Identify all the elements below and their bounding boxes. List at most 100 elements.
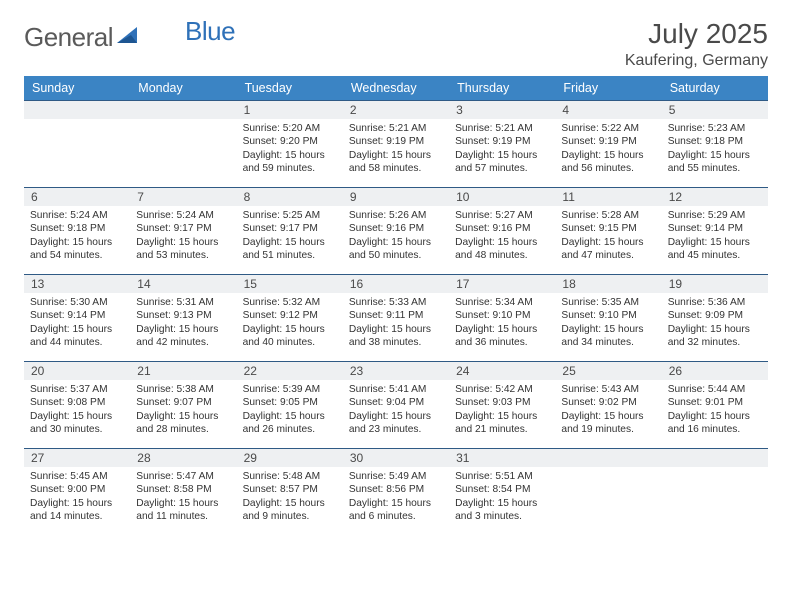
weekday-header: Thursday: [449, 76, 555, 101]
day-number: 25: [555, 362, 661, 380]
calendar-day-cell: 24Sunrise: 5:42 AMSunset: 9:03 PMDayligh…: [449, 362, 555, 449]
calendar-day-cell: 7Sunrise: 5:24 AMSunset: 9:17 PMDaylight…: [130, 188, 236, 275]
sunrise-text: Sunrise: 5:32 AM: [243, 296, 337, 309]
sunset-text: Sunset: 9:17 PM: [136, 222, 230, 235]
daylight-text: Daylight: 15 hours and 55 minutes.: [668, 149, 762, 176]
sunset-text: Sunset: 9:08 PM: [30, 396, 124, 409]
sunset-text: Sunset: 9:20 PM: [243, 135, 337, 148]
day-number: 12: [662, 188, 768, 206]
sunrise-text: Sunrise: 5:26 AM: [349, 209, 443, 222]
day-detail: Sunrise: 5:45 AMSunset: 9:00 PMDaylight:…: [24, 467, 130, 528]
sunset-text: Sunset: 9:18 PM: [668, 135, 762, 148]
daylight-text: Daylight: 15 hours and 50 minutes.: [349, 236, 443, 263]
calendar-header-row: SundayMondayTuesdayWednesdayThursdayFrid…: [24, 76, 768, 101]
sunrise-text: Sunrise: 5:27 AM: [455, 209, 549, 222]
day-detail: Sunrise: 5:21 AMSunset: 9:19 PMDaylight:…: [449, 119, 555, 180]
sunrise-text: Sunrise: 5:21 AM: [455, 122, 549, 135]
day-number-empty: [555, 449, 661, 467]
sunset-text: Sunset: 9:14 PM: [668, 222, 762, 235]
day-detail: Sunrise: 5:39 AMSunset: 9:05 PMDaylight:…: [237, 380, 343, 441]
day-detail: Sunrise: 5:35 AMSunset: 9:10 PMDaylight:…: [555, 293, 661, 354]
sunset-text: Sunset: 9:18 PM: [30, 222, 124, 235]
day-number: 16: [343, 275, 449, 293]
day-detail: Sunrise: 5:34 AMSunset: 9:10 PMDaylight:…: [449, 293, 555, 354]
sunrise-text: Sunrise: 5:22 AM: [561, 122, 655, 135]
sunset-text: Sunset: 9:07 PM: [136, 396, 230, 409]
sunset-text: Sunset: 9:17 PM: [243, 222, 337, 235]
sunrise-text: Sunrise: 5:31 AM: [136, 296, 230, 309]
sunrise-text: Sunrise: 5:30 AM: [30, 296, 124, 309]
sunrise-text: Sunrise: 5:37 AM: [30, 383, 124, 396]
day-number: 8: [237, 188, 343, 206]
daylight-text: Daylight: 15 hours and 6 minutes.: [349, 497, 443, 524]
calendar-day-cell: 28Sunrise: 5:47 AMSunset: 8:58 PMDayligh…: [130, 449, 236, 536]
day-number: 21: [130, 362, 236, 380]
weekday-header: Wednesday: [343, 76, 449, 101]
day-detail: Sunrise: 5:24 AMSunset: 9:17 PMDaylight:…: [130, 206, 236, 267]
calendar-day-cell: 31Sunrise: 5:51 AMSunset: 8:54 PMDayligh…: [449, 449, 555, 536]
calendar-week-row: 6 Sunrise: 5:24 AMSunset: 9:18 PM Daylight…: [24, 188, 768, 275]
brand-name-a: General: [24, 22, 113, 53]
calendar-day-cell: 15Sunrise: 5:32 AMSunset: 9:12 PMDayligh…: [237, 275, 343, 362]
daylight-text: Daylight: 15 hours and 56 minutes.: [561, 149, 655, 176]
calendar-week-row: 1Sunrise: 5:20 AMSunset: 9:20 PMDaylight…: [24, 101, 768, 188]
calendar-day-cell: 16Sunrise: 5:33 AMSunset: 9:11 PMDayligh…: [343, 275, 449, 362]
day-number: 6: [24, 188, 130, 206]
day-detail: Sunrise: 5:42 AMSunset: 9:03 PMDaylight:…: [449, 380, 555, 441]
day-number: 26: [662, 362, 768, 380]
sunrise-text: Sunrise: 5:21 AM: [349, 122, 443, 135]
day-number: 22: [237, 362, 343, 380]
weekday-header: Saturday: [662, 76, 768, 101]
daylight-text: Daylight: 15 hours and 34 minutes.: [561, 323, 655, 350]
sunrise-text: Sunrise: 5:33 AM: [349, 296, 443, 309]
calendar-week-row: 13Sunrise: 5:30 AMSunset: 9:14 PMDayligh…: [24, 275, 768, 362]
calendar-day-cell: 14Sunrise: 5:31 AMSunset: 9:13 PMDayligh…: [130, 275, 236, 362]
day-number: 11: [555, 188, 661, 206]
calendar-day-cell: 13Sunrise: 5:30 AMSunset: 9:14 PMDayligh…: [24, 275, 130, 362]
calendar-day-cell: 9Sunrise: 5:26 AMSunset: 9:16 PMDaylight…: [343, 188, 449, 275]
daylight-text: Daylight: 15 hours and 53 minutes.: [136, 236, 230, 263]
sunset-text: Sunset: 9:03 PM: [455, 396, 549, 409]
sunrise-text: Sunrise: 5:35 AM: [561, 296, 655, 309]
day-number: 3: [449, 101, 555, 119]
sunrise-text: Sunrise: 5:23 AM: [668, 122, 762, 135]
day-detail: Sunrise: 5:31 AMSunset: 9:13 PMDaylight:…: [130, 293, 236, 354]
sunrise-text: Sunrise: 5:43 AM: [561, 383, 655, 396]
day-number-empty: [130, 101, 236, 119]
day-number: 27: [24, 449, 130, 467]
sunrise-text: Sunrise: 5:45 AM: [30, 470, 124, 483]
day-detail: Sunrise: 5:51 AMSunset: 8:54 PMDaylight:…: [449, 467, 555, 528]
calendar-day-cell: 10Sunrise: 5:27 AMSunset: 9:16 PMDayligh…: [449, 188, 555, 275]
day-detail: Sunrise: 5:41 AMSunset: 9:04 PMDaylight:…: [343, 380, 449, 441]
daylight-text: Daylight: 15 hours and 48 minutes.: [455, 236, 549, 263]
calendar-day-cell: 27Sunrise: 5:45 AMSunset: 9:00 PMDayligh…: [24, 449, 130, 536]
daylight-text: Daylight: 15 hours and 44 minutes.: [30, 323, 124, 350]
sunrise-text: Sunrise: 5:24 AM: [30, 209, 124, 222]
sunrise-text: Sunrise: 5:28 AM: [561, 209, 655, 222]
sunset-text: Sunset: 9:00 PM: [30, 483, 124, 496]
sunset-text: Sunset: 8:57 PM: [243, 483, 337, 496]
daylight-text: Daylight: 15 hours and 26 minutes.: [243, 410, 337, 437]
location-label: Kaufering, Germany: [625, 52, 768, 70]
sunset-text: Sunset: 9:04 PM: [349, 396, 443, 409]
day-detail: Sunrise: 5:27 AMSunset: 9:16 PMDaylight:…: [449, 206, 555, 267]
day-number: 14: [130, 275, 236, 293]
day-detail: Sunrise: 5:37 AMSunset: 9:08 PMDaylight:…: [24, 380, 130, 441]
day-number: 30: [343, 449, 449, 467]
day-detail: Sunrise: 5:22 AMSunset: 9:19 PMDaylight:…: [555, 119, 661, 180]
calendar-day-cell: 20Sunrise: 5:37 AMSunset: 9:08 PMDayligh…: [24, 362, 130, 449]
daylight-text: Daylight: 15 hours and 36 minutes.: [455, 323, 549, 350]
sunset-text: Sunset: 8:54 PM: [455, 483, 549, 496]
calendar-day-cell: 17Sunrise: 5:34 AMSunset: 9:10 PMDayligh…: [449, 275, 555, 362]
day-number: 17: [449, 275, 555, 293]
day-number-empty: [24, 101, 130, 119]
daylight-text: Daylight: 15 hours and 30 minutes.: [30, 410, 124, 437]
calendar-page: General Blue July 2025 Kaufering, German…: [0, 0, 792, 553]
calendar-day-cell: 8Sunrise: 5:25 AMSunset: 9:17 PMDaylight…: [237, 188, 343, 275]
sunset-text: Sunset: 9:19 PM: [349, 135, 443, 148]
sunrise-text: Sunrise: 5:44 AM: [668, 383, 762, 396]
calendar-day-cell: 25Sunrise: 5:43 AMSunset: 9:02 PMDayligh…: [555, 362, 661, 449]
day-number: 19: [662, 275, 768, 293]
sunrise-text: Sunrise: 5:41 AM: [349, 383, 443, 396]
sunset-text: Sunset: 9:10 PM: [455, 309, 549, 322]
